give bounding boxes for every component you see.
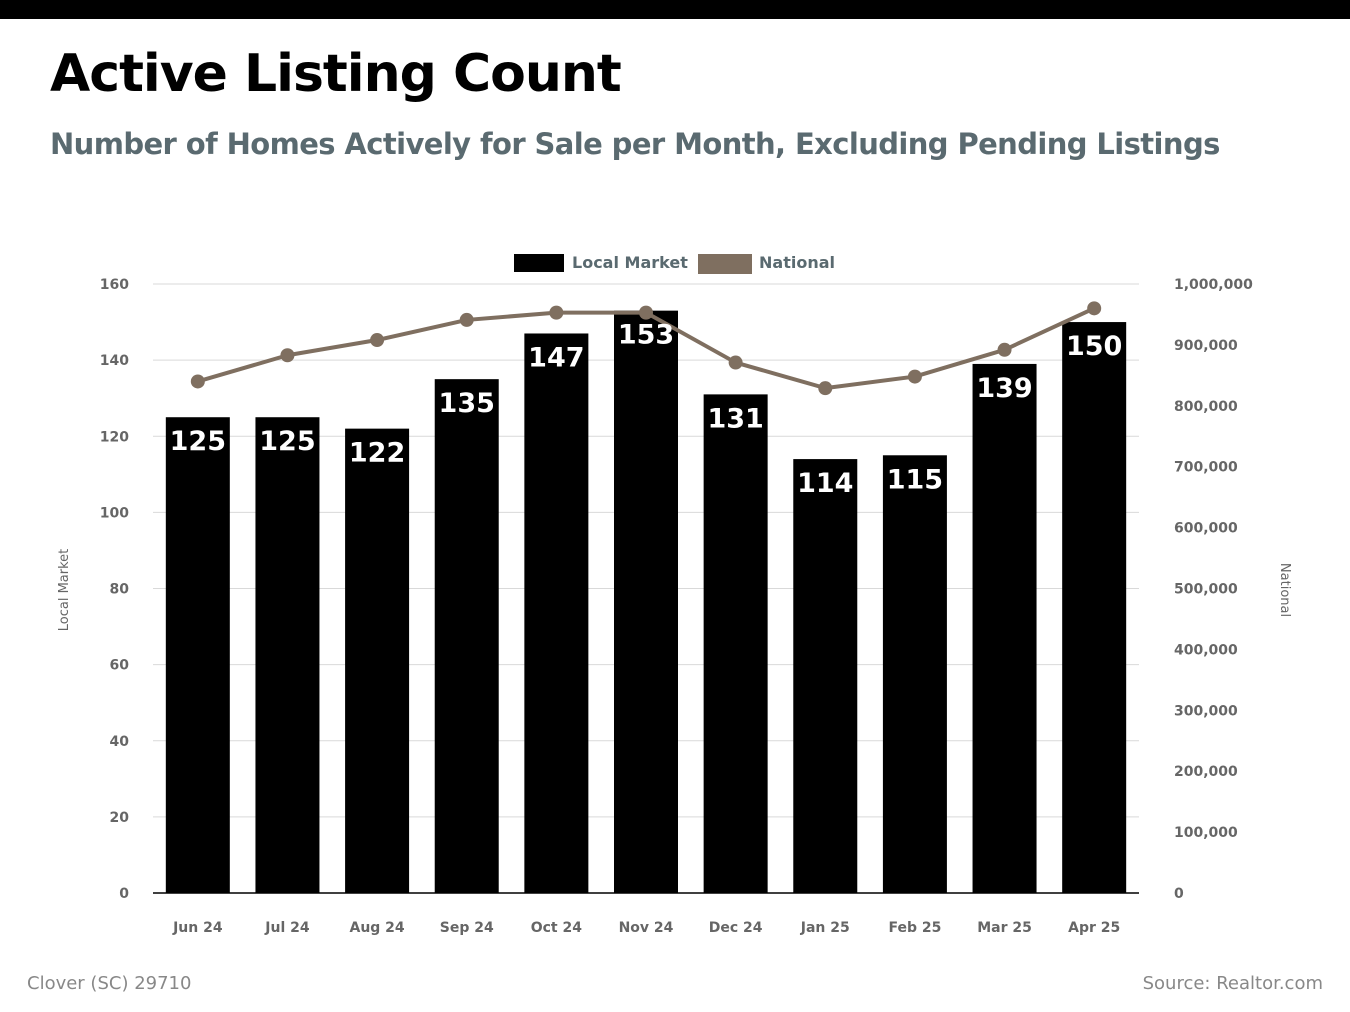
bar: [255, 417, 320, 893]
bar-value-label: 135: [439, 388, 495, 419]
x-tick-label: Jan 25: [800, 920, 850, 936]
y-right-tick-label: 500,000: [1174, 582, 1238, 598]
legend-swatch-local: [514, 254, 564, 272]
bar: [703, 394, 768, 893]
bar-value-label: 125: [170, 426, 226, 457]
national-point: [639, 305, 653, 320]
y-right-tick-label: 400,000: [1174, 642, 1238, 658]
bar: [524, 333, 589, 893]
bar-value-label: 115: [887, 464, 943, 495]
x-tick-label: Jul 24: [264, 920, 310, 936]
national-point: [907, 369, 922, 384]
x-tick-label: Dec 24: [709, 920, 763, 936]
y-left-tick-label: 60: [110, 658, 130, 674]
y-left-tick-label: 100: [100, 505, 129, 521]
y-right-tick-label: 600,000: [1174, 521, 1238, 537]
chart-subtitle: Number of Homes Actively for Sale per Mo…: [50, 127, 1220, 161]
bar: [1062, 322, 1127, 893]
national-point: [1087, 301, 1102, 316]
y-right-tick-label: 700,000: [1174, 460, 1238, 476]
bar: [882, 455, 947, 893]
x-tick-label: Nov 24: [619, 920, 674, 936]
y-left-tick-label: 20: [110, 810, 130, 826]
legend-label-local: Local Market: [572, 253, 688, 272]
y-right-tick-label: 900,000: [1174, 338, 1238, 354]
bar: [345, 428, 410, 893]
y-right-tick-label: 100,000: [1174, 825, 1238, 841]
bar: [165, 417, 230, 893]
bar-value-label: 125: [259, 426, 315, 457]
y-left-tick-label: 140: [100, 353, 129, 369]
bar: [793, 459, 858, 893]
bar-value-label: 147: [528, 342, 584, 373]
bar-value-label: 114: [797, 468, 853, 499]
x-tick-label: Mar 25: [977, 920, 1032, 936]
top-bar: [0, 0, 1350, 19]
x-tick-label: Oct 24: [531, 920, 583, 936]
national-point: [728, 355, 743, 370]
national-point: [370, 333, 385, 348]
y-left-tick-label: 80: [110, 582, 130, 598]
x-tick-label: Aug 24: [349, 920, 404, 936]
y-right-axis-title: National: [1277, 563, 1292, 617]
x-tick-label: Jun 24: [172, 920, 223, 936]
footer-source: Source: Realtor.com: [1142, 973, 1323, 994]
bar: [614, 310, 678, 893]
y-left-tick-label: 40: [110, 734, 130, 750]
chart-title: Active Listing Count: [50, 44, 622, 104]
legend-swatch-national: [698, 254, 752, 274]
bar: [972, 363, 1037, 893]
national-point: [190, 374, 205, 389]
footer-location: Clover (SC) 29710: [27, 973, 192, 994]
bar-value-label: 153: [618, 320, 674, 351]
y-right-tick-label: 200,000: [1174, 764, 1238, 780]
y-left-tick-label: 0: [119, 886, 129, 902]
bar-value-label: 131: [707, 403, 763, 434]
y-left-axis-title: Local Market: [57, 549, 72, 632]
national-point: [997, 342, 1012, 357]
y-left-tick-label: 120: [100, 429, 129, 445]
chart: 0 20 40 60 80 100 120 140 160 0 100,000 200,000 300,…: [57, 253, 1292, 936]
bar-value-label: 122: [349, 438, 405, 469]
bar: [434, 379, 499, 893]
legend-label-national: National: [759, 253, 835, 272]
y-right-tick-label: 0: [1174, 886, 1184, 902]
national-point: [280, 348, 295, 363]
y-right-tick-label: 800,000: [1174, 399, 1238, 415]
x-tick-label: Sep 24: [440, 920, 494, 936]
y-right-tick-label: 300,000: [1174, 703, 1238, 719]
x-tick-label: Feb 25: [888, 920, 941, 936]
x-tick-label: Apr 25: [1068, 920, 1120, 936]
bar-value-label: 139: [976, 373, 1032, 404]
national-point: [818, 381, 833, 396]
y-left-tick-label: 160: [100, 277, 129, 293]
bar-value-label: 150: [1066, 331, 1122, 362]
national-point: [549, 305, 564, 320]
national-point: [459, 312, 474, 327]
y-right-tick-label: 1,000,000: [1174, 277, 1253, 293]
